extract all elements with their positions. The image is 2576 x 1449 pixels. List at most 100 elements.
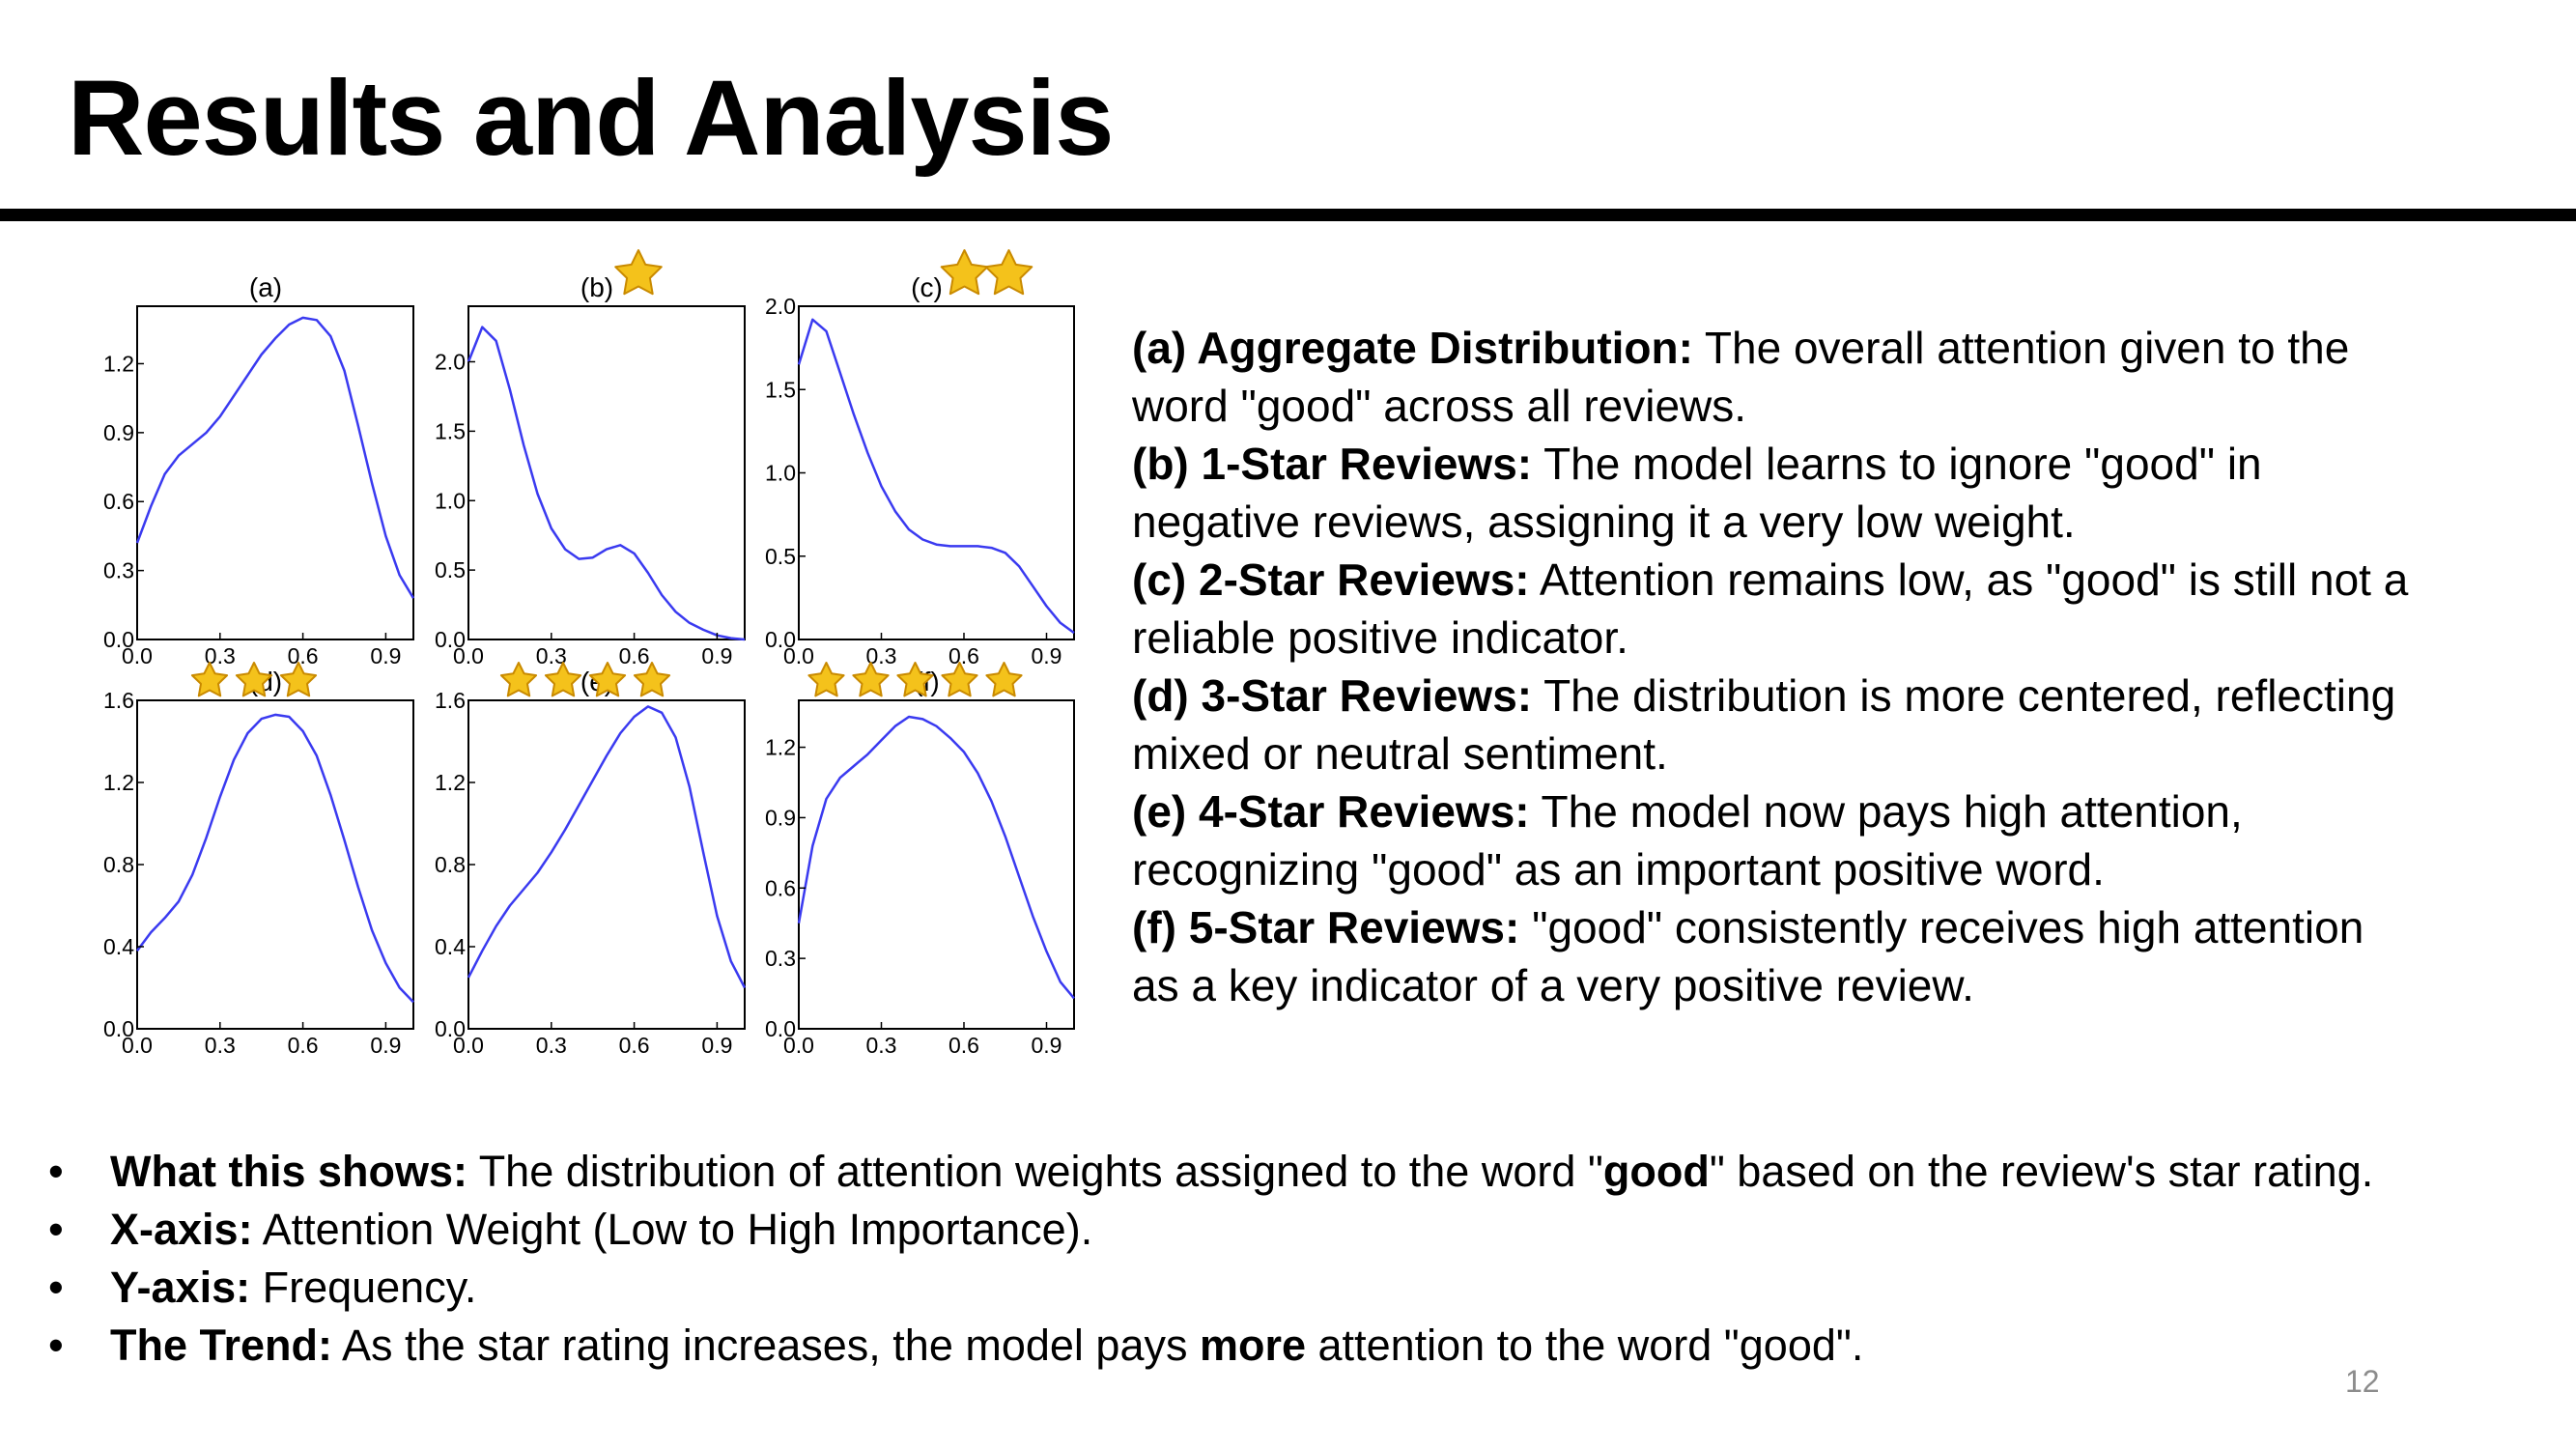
x-tick-label: 0.0 — [122, 643, 153, 668]
y-tick-label: 2.0 — [765, 294, 796, 319]
y-tick-label: 0.0 — [765, 627, 796, 652]
x-tick-label: 0.3 — [205, 1033, 236, 1058]
bullet-xaxis-label: X-axis: — [110, 1205, 253, 1254]
star-icon — [633, 662, 671, 697]
star-icon — [614, 249, 663, 296]
density-curve — [135, 316, 415, 599]
x-tick-label: 0.6 — [948, 1033, 979, 1058]
star-icon — [896, 662, 934, 697]
star-icon — [190, 662, 229, 697]
y-tick-label: 0.6 — [103, 489, 134, 514]
desc-c: (c) 2-Star Reviews: Attention remains lo… — [1132, 551, 2562, 609]
desc-f-cont: as a key indicator of a very positive re… — [1132, 960, 1974, 1010]
x-tick-label: 0.3 — [536, 1033, 567, 1058]
x-tick-label: 0.9 — [701, 643, 732, 668]
panel-descriptions: (a) Aggregate Distribution: The overall … — [1132, 319, 2562, 1014]
y-tick-label: 0.0 — [103, 1016, 134, 1041]
y-tick-label: 0.9 — [103, 420, 134, 445]
bullet-marker: • — [48, 1205, 64, 1254]
desc-a: (a) Aggregate Distribution: The overall … — [1132, 319, 2562, 377]
x-tick-label: 0.9 — [1032, 643, 1062, 668]
y-tick-label: 0.0 — [435, 627, 466, 652]
bullet-trend: • The Trend: As the star rating increase… — [48, 1317, 2560, 1375]
y-tick-label: 2.0 — [435, 350, 466, 375]
panel-label: (a) — [249, 272, 282, 302]
bullet-what-pre: The distribution of attention weights as… — [467, 1147, 1603, 1196]
plot-frame — [798, 305, 1075, 640]
y-tick-label: 0.6 — [765, 875, 796, 900]
y-tick-label: 1.2 — [103, 351, 134, 376]
desc-a-label: (a) Aggregate Distribution: — [1132, 323, 1693, 373]
star-icon — [852, 662, 890, 697]
desc-d-cont: mixed or neutral sentiment. — [1132, 728, 1668, 779]
x-tick-label: 0.9 — [370, 643, 401, 668]
plot-frame — [467, 699, 746, 1030]
y-tick-label: 1.0 — [435, 488, 466, 513]
y-tick-label: 1.5 — [435, 418, 466, 443]
x-tick-label: 0.0 — [783, 643, 814, 668]
figure-svg: 0.0 0.3 0.6 0.9 0.0 0.3 0.6 0.9 1.2 (a) 0.0 0.3 0.6 0… — [103, 249, 1075, 1058]
y-tick-label: 1.6 — [435, 688, 466, 713]
bullet-trend-bold: more — [1199, 1321, 1307, 1370]
x-tick-label: 0.6 — [948, 643, 979, 668]
star-icon — [941, 662, 978, 697]
star-icon — [984, 249, 1033, 296]
slide-title: Results and Analysis — [68, 59, 1114, 178]
panel-label: (b) — [580, 272, 613, 302]
desc-e-cont: recognizing "good" as an important posit… — [1132, 844, 2105, 895]
attention-distribution-figure: 0.0 0.3 0.6 0.9 0.0 0.3 0.6 0.9 1.2 (a) 0.0 0.3 0.6 0… — [77, 240, 1091, 1070]
density-curve — [467, 326, 746, 641]
bullet-yaxis-text: Frequency. — [250, 1263, 477, 1312]
bullet-yaxis: • Y-axis: Frequency. — [48, 1259, 2560, 1317]
page-number: 12 — [2345, 1364, 2380, 1399]
bullet-yaxis-label: Y-axis: — [110, 1263, 251, 1312]
y-tick-label: 1.2 — [765, 735, 796, 760]
density-curve — [467, 705, 747, 989]
bullet-trend-post: attention to the word "good". — [1306, 1321, 1864, 1370]
x-tick-label: 0.0 — [783, 1033, 814, 1058]
bullet-trend-label: The Trend: — [110, 1321, 333, 1370]
y-tick-label: 0.3 — [765, 946, 796, 971]
star-icon — [985, 662, 1023, 697]
star-icon — [544, 662, 582, 697]
desc-e-text: The model now pays high attention, — [1529, 786, 2243, 837]
y-tick-label: 0.5 — [765, 544, 796, 569]
desc-b-label: (b) 1-Star Reviews: — [1132, 439, 1533, 489]
y-tick-label: 0.8 — [103, 852, 134, 877]
desc-d-text: The distribution is more centered, refle… — [1532, 670, 2396, 721]
star-icon — [807, 662, 845, 697]
x-tick-label: 0.6 — [288, 1033, 319, 1058]
plot-frame — [136, 305, 414, 640]
desc-b-cont: negative reviews, assigning it a very lo… — [1132, 497, 2076, 547]
desc-e-label: (e) 4-Star Reviews: — [1132, 786, 1530, 837]
star-icon — [235, 662, 273, 697]
y-tick-label: 0.4 — [435, 934, 466, 959]
desc-a-cont: word "good" across all reviews. — [1132, 381, 1747, 431]
x-tick-label: 0.6 — [619, 1033, 650, 1058]
x-tick-label: 0.9 — [1032, 1033, 1062, 1058]
bullet-trend-pre: As the star rating increases, the model … — [332, 1321, 1200, 1370]
star-icon — [279, 662, 318, 697]
desc-d-label: (d) 3-Star Reviews: — [1132, 670, 1533, 721]
bullet-marker: • — [48, 1263, 64, 1312]
x-tick-label: 0.6 — [288, 643, 319, 668]
plot-frame — [467, 305, 746, 640]
y-tick-label: 1.2 — [435, 770, 466, 795]
x-tick-label: 0.0 — [453, 1033, 484, 1058]
x-tick-label: 0.9 — [701, 1033, 732, 1058]
x-tick-label: 0.6 — [619, 643, 650, 668]
star-icon — [940, 249, 989, 296]
density-curve — [797, 715, 1075, 1000]
y-tick-label: 0.3 — [103, 558, 134, 583]
y-tick-label: 0.0 — [435, 1016, 466, 1041]
desc-c-cont: reliable positive indicator. — [1132, 612, 1628, 663]
bullet-marker: • — [48, 1321, 64, 1370]
x-tick-label: 0.9 — [370, 1033, 401, 1058]
y-tick-label: 1.6 — [103, 688, 134, 713]
bullet-what-label: What this shows: — [110, 1147, 467, 1196]
y-tick-label: 1.2 — [103, 770, 134, 795]
desc-c-text: Attention remains low, as "good" is stil… — [1529, 554, 2409, 605]
y-tick-label: 0.0 — [765, 1016, 796, 1041]
plot-frame — [136, 699, 414, 1030]
plot-frame — [798, 699, 1075, 1030]
